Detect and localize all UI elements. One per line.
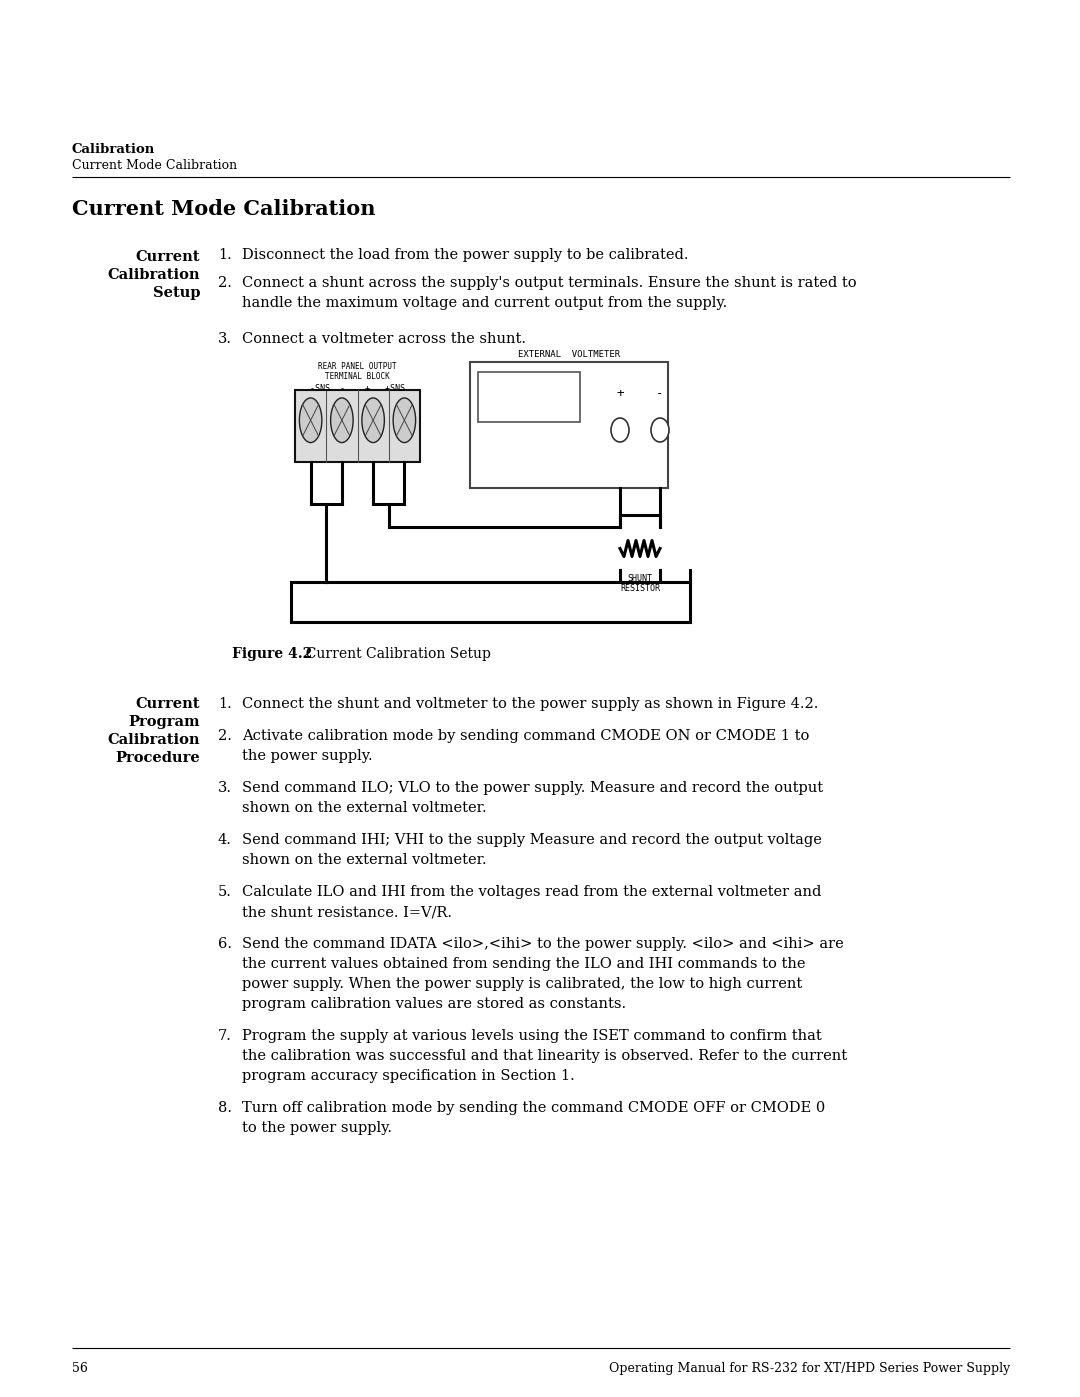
Text: 3.: 3. (218, 781, 232, 795)
Text: REAR PANEL OUTPUT: REAR PANEL OUTPUT (319, 362, 396, 372)
Text: Connect a shunt across the supply's output terminals. Ensure the shunt is rated : Connect a shunt across the supply's outp… (242, 277, 856, 291)
Text: TERMINAL BLOCK: TERMINAL BLOCK (325, 372, 390, 381)
Text: 2.: 2. (218, 277, 232, 291)
Text: program calibration values are stored as constants.: program calibration values are stored as… (242, 997, 626, 1011)
Text: the power supply.: the power supply. (242, 749, 373, 763)
Text: Calibration: Calibration (108, 733, 200, 747)
Text: Procedure: Procedure (116, 752, 200, 766)
Text: Current Calibration Setup: Current Calibration Setup (297, 647, 491, 661)
Text: the shunt resistance. I=V/R.: the shunt resistance. I=V/R. (242, 905, 453, 919)
Ellipse shape (651, 418, 669, 441)
Text: -: - (657, 387, 664, 401)
Text: 1.: 1. (218, 697, 232, 711)
Text: Send the command IDATA <ilo>,<ihi> to the power supply. <ilo> and <ihi> are: Send the command IDATA <ilo>,<ihi> to th… (242, 937, 843, 951)
Text: Current Mode Calibration: Current Mode Calibration (72, 198, 376, 219)
Ellipse shape (362, 398, 384, 443)
Text: RESISTOR: RESISTOR (620, 584, 660, 592)
Text: 3.: 3. (218, 332, 232, 346)
Text: Connect the shunt and voltmeter to the power supply as shown in Figure 4.2.: Connect the shunt and voltmeter to the p… (242, 697, 819, 711)
Text: Current Mode Calibration: Current Mode Calibration (72, 159, 238, 172)
Text: Disconnect the load from the power supply to be calibrated.: Disconnect the load from the power suppl… (242, 249, 689, 263)
Text: the current values obtained from sending the ILO and IHI commands to the: the current values obtained from sending… (242, 957, 806, 971)
Text: Current: Current (135, 697, 200, 711)
Text: Calibration: Calibration (72, 142, 156, 156)
Ellipse shape (299, 398, 322, 443)
Text: +: + (617, 387, 624, 401)
Text: Program the supply at various levels using the ISET command to confirm that: Program the supply at various levels usi… (242, 1030, 822, 1044)
Text: Figure 4.2: Figure 4.2 (232, 647, 312, 661)
Text: Current: Current (135, 250, 200, 264)
Text: Operating Manual for RS-232 for XT/HPD Series Power Supply: Operating Manual for RS-232 for XT/HPD S… (609, 1362, 1010, 1375)
Text: the calibration was successful and that linearity is observed. Refer to the curr: the calibration was successful and that … (242, 1049, 847, 1063)
Text: Calibration: Calibration (108, 268, 200, 282)
Text: Connect a voltmeter across the shunt.: Connect a voltmeter across the shunt. (242, 332, 526, 346)
Text: SHUNT: SHUNT (627, 574, 652, 583)
Text: power supply. When the power supply is calibrated, the low to high current: power supply. When the power supply is c… (242, 977, 802, 990)
Text: Send command ILO; VLO to the power supply. Measure and record the output: Send command ILO; VLO to the power suppl… (242, 781, 823, 795)
Text: 5.: 5. (218, 886, 232, 900)
Text: to the power supply.: to the power supply. (242, 1120, 392, 1134)
Text: EXTERNAL  VOLTMETER: EXTERNAL VOLTMETER (518, 351, 620, 359)
Text: Turn off calibration mode by sending the command CMODE OFF or CMODE 0: Turn off calibration mode by sending the… (242, 1101, 825, 1115)
Text: 8.: 8. (218, 1101, 232, 1115)
Bar (478, 372, 580, 422)
Text: -SNS  -    +   +SNS: -SNS - + +SNS (310, 384, 405, 393)
Text: program accuracy specification in Section 1.: program accuracy specification in Sectio… (242, 1069, 575, 1083)
Text: Program: Program (129, 715, 200, 729)
Text: 4.: 4. (218, 833, 232, 847)
Bar (470, 362, 669, 488)
Ellipse shape (393, 398, 416, 443)
Text: 1.: 1. (218, 249, 232, 263)
Text: 6.: 6. (218, 937, 232, 951)
Text: shown on the external voltmeter.: shown on the external voltmeter. (242, 800, 487, 814)
Ellipse shape (611, 418, 629, 441)
Text: shown on the external voltmeter.: shown on the external voltmeter. (242, 854, 487, 868)
Ellipse shape (330, 398, 353, 443)
Text: Send command IHI; VHI to the supply Measure and record the output voltage: Send command IHI; VHI to the supply Meas… (242, 833, 822, 847)
Text: Calculate ILO and IHI from the voltages read from the external voltmeter and: Calculate ILO and IHI from the voltages … (242, 886, 822, 900)
Text: handle the maximum voltage and current output from the supply.: handle the maximum voltage and current o… (242, 296, 727, 310)
Text: 56: 56 (72, 1362, 87, 1375)
Bar (295, 390, 420, 462)
Text: Setup: Setup (152, 286, 200, 300)
Text: 2.: 2. (218, 729, 232, 743)
Text: 7.: 7. (218, 1030, 232, 1044)
Text: Activate calibration mode by sending command CMODE ON or CMODE 1 to: Activate calibration mode by sending com… (242, 729, 809, 743)
